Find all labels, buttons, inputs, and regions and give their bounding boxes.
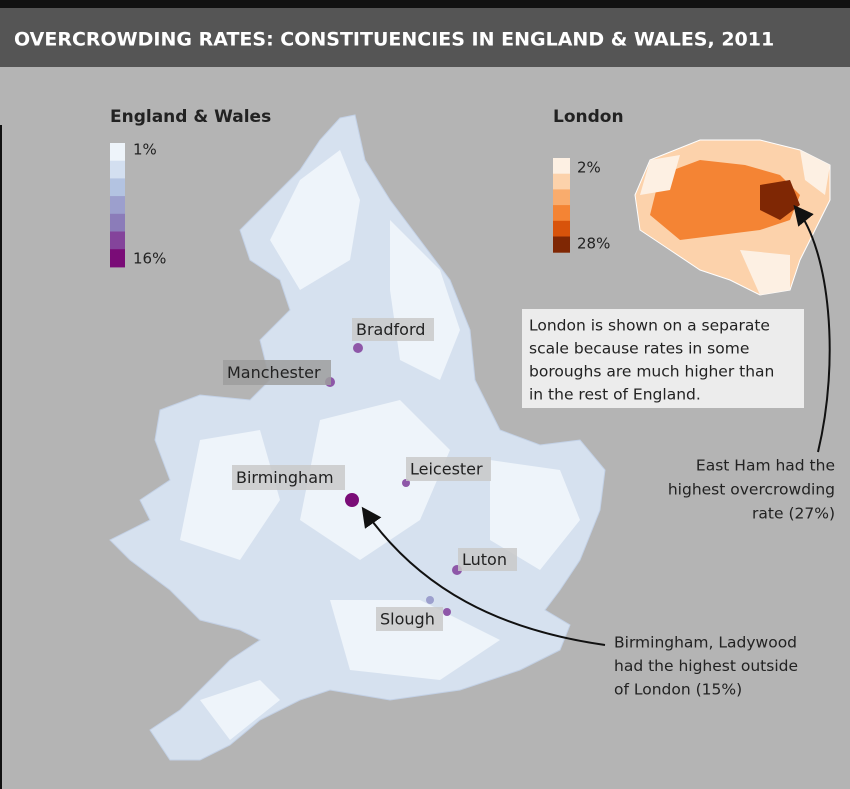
hotspot (353, 343, 363, 353)
london-high (650, 160, 800, 240)
london-low (640, 150, 830, 295)
city-label-box (406, 457, 491, 481)
top-strip (0, 0, 850, 8)
arrow (361, 506, 606, 646)
legend-swatches (553, 158, 570, 253)
legend-swatch (553, 189, 570, 206)
city-label-box (223, 360, 331, 385)
city-label: Leicester (410, 460, 483, 479)
annotation-line: highest overcrowding (668, 481, 835, 499)
title-bar (0, 8, 850, 67)
legend-min: 2% (577, 159, 601, 177)
city-label: Manchester (227, 363, 321, 382)
annotation-line: East Ham had the (696, 457, 835, 475)
annotation-line: Birmingham, Ladywood (614, 634, 797, 652)
legend-swatch (553, 220, 570, 237)
city-label-box (376, 607, 443, 631)
hotspot (345, 493, 359, 507)
ladywood-annotation: Birmingham, Ladywood had the highest outs… (614, 634, 798, 699)
legend-swatch (110, 249, 125, 268)
annotation-line: in the rest of England. (529, 386, 701, 404)
legend-swatches (110, 143, 125, 268)
legend-swatch (553, 236, 570, 253)
hotspot (443, 608, 451, 616)
legend-title: England & Wales (110, 107, 271, 127)
note-box (522, 309, 804, 408)
legend-swatch (110, 196, 125, 215)
annotation-line: boroughs are much higher than (529, 363, 774, 381)
annotation-line: London is shown on a separate (529, 317, 770, 335)
legend-swatch (110, 213, 125, 232)
legend-swatch (110, 231, 125, 250)
city-label: Bradford (356, 320, 425, 339)
title: OVERCROWDING RATES: CONSTITUENCIES IN EN… (14, 29, 774, 51)
legend-swatch (110, 143, 125, 162)
annotation-line: had the highest outside (614, 657, 798, 675)
city-label-box (458, 548, 517, 571)
legend-swatch (553, 173, 570, 190)
legend-swatch (110, 178, 125, 197)
arrow (793, 204, 831, 453)
annotation-line: scale because rates in some (529, 340, 749, 358)
annotation-line: of London (15%) (614, 681, 742, 699)
london-peak (760, 180, 800, 220)
city-label: Luton (462, 550, 507, 569)
legend-title: London (553, 107, 624, 127)
city-label: Birmingham (236, 468, 334, 487)
legend-swatch (110, 160, 125, 179)
note: London is shown on a separate scale becau… (529, 317, 774, 404)
legend-min: 1% (133, 141, 157, 159)
legend-swatch (553, 158, 570, 175)
legend-swatch (553, 205, 570, 222)
city-label: Slough (380, 610, 435, 629)
legend-max: 16% (133, 250, 166, 268)
light-areas (180, 150, 580, 740)
hotspot (426, 596, 434, 604)
city-label-box (352, 318, 434, 341)
legend-max: 28% (577, 235, 610, 253)
city-label-box (232, 465, 345, 490)
annotation-line: rate (27%) (752, 505, 835, 523)
city-labels: Bradford Manchester Birmingham Leicester Lut… (223, 318, 517, 631)
east-ham-annotation: East Ham had the highest overcrowding rate… (668, 457, 835, 523)
